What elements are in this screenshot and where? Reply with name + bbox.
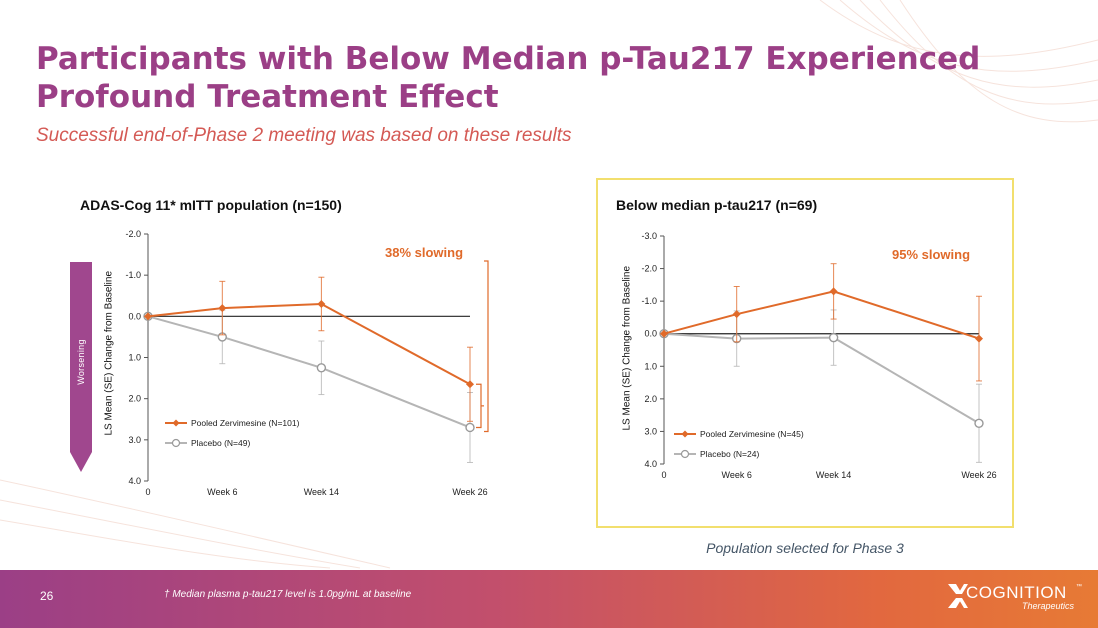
treatment-point — [317, 299, 326, 308]
treatment-point — [975, 334, 983, 343]
footnote: † Median plasma p-tau217 level is 1.0pg/… — [164, 589, 412, 600]
legend-placebo-label: Placebo (N=24) — [700, 449, 759, 459]
x-tick-label: Week 6 — [207, 487, 237, 497]
slide-title: Participants with Below Median p-Tau217 … — [36, 41, 981, 115]
right-chart-title: Below median p-tau217 (n=69) — [616, 197, 818, 213]
y-tick-label: -1.0 — [125, 270, 141, 280]
treatment-point — [829, 287, 838, 296]
x-tick-label: Week 14 — [816, 470, 851, 480]
logo-wordmark: COGNITION — [966, 583, 1067, 602]
legend-placebo-marker — [680, 449, 690, 459]
y-tick-label: 3.0 — [128, 435, 141, 445]
left-line-chart: -2.0 -1.0 0.0 1.0 2.0 3.0 4.0 0 Week 6 Week 14 Wee… — [125, 229, 489, 497]
treatment-series-line — [663, 290, 980, 340]
slowing-annotation: 95% slowing — [892, 247, 970, 262]
treatment-point — [466, 380, 474, 389]
y-tick-label: 1.0 — [128, 353, 141, 363]
worsening-label: Worsening — [76, 339, 86, 385]
x-tick-label: Week 26 — [452, 487, 487, 497]
y-tick-label: 4.0 — [128, 476, 141, 486]
phase3-caption: Population selected for Phase 3 — [706, 540, 904, 556]
worsening-arrow-icon — [70, 262, 92, 472]
y-tick-label: 4.0 — [644, 459, 657, 469]
legend-placebo-marker — [171, 438, 181, 448]
x-tick-label: 0 — [661, 470, 666, 480]
slowing-annotation: 38% slowing — [385, 245, 463, 260]
treatment-point — [732, 310, 741, 319]
y-tick-label: 2.0 — [128, 394, 141, 404]
footer-bar — [0, 570, 1098, 628]
placebo-series-line — [147, 315, 471, 429]
treatment-point — [660, 329, 668, 338]
treatment-point — [218, 304, 227, 313]
y-tick-label: 0.0 — [128, 311, 141, 321]
left-chart-title: ADAS-Cog 11* mITT population (n=150) — [80, 197, 342, 213]
y-tick-label: 0.0 — [644, 329, 657, 339]
x-tick-label: Week 6 — [722, 470, 752, 480]
right-line-chart: -3.0 -2.0 -1.0 0.0 1.0 2.0 3.0 4.0 0 Week 6 Week 1… — [641, 231, 996, 480]
placebo-point — [974, 418, 984, 428]
y-tick-label: -2.0 — [125, 229, 141, 239]
slide-subtitle: Successful end-of-Phase 2 meeting was ba… — [36, 125, 572, 146]
placebo-point — [828, 332, 839, 343]
total-bracket — [484, 260, 489, 433]
treatment-series-line — [147, 302, 471, 386]
legend-placebo-label: Placebo (N=49) — [191, 438, 250, 448]
y-tick-label: -1.0 — [641, 296, 657, 306]
y-tick-label: -3.0 — [641, 231, 657, 241]
logo-trademark: ™ — [1076, 584, 1082, 590]
y-tick-label: 2.0 — [644, 394, 657, 404]
page-number: 26 — [40, 589, 54, 603]
logo-subtitle: Therapeutics — [1022, 601, 1075, 611]
treatment-point — [144, 312, 152, 321]
placebo-point — [465, 422, 475, 433]
phase3-highlight-box — [596, 178, 1014, 528]
x-tick-label: Week 14 — [304, 487, 339, 497]
cognition-logo-icon — [948, 584, 968, 608]
legend-treatment-marker — [681, 430, 689, 438]
placebo-point — [316, 363, 327, 373]
legend-treatment-label: Pooled Zervimesine (N=101) — [191, 418, 300, 428]
y-tick-label: 1.0 — [644, 361, 657, 371]
x-tick-label: 0 — [145, 487, 150, 497]
x-tick-label: Week 26 — [961, 470, 996, 480]
difference-bracket — [476, 383, 482, 429]
y-tick-label: -2.0 — [641, 264, 657, 274]
placebo-series-line — [663, 332, 980, 425]
legend-treatment-marker — [172, 419, 180, 427]
legend-treatment-label: Pooled Zervimesine (N=45) — [700, 429, 804, 439]
y-tick-label: 3.0 — [644, 426, 657, 436]
